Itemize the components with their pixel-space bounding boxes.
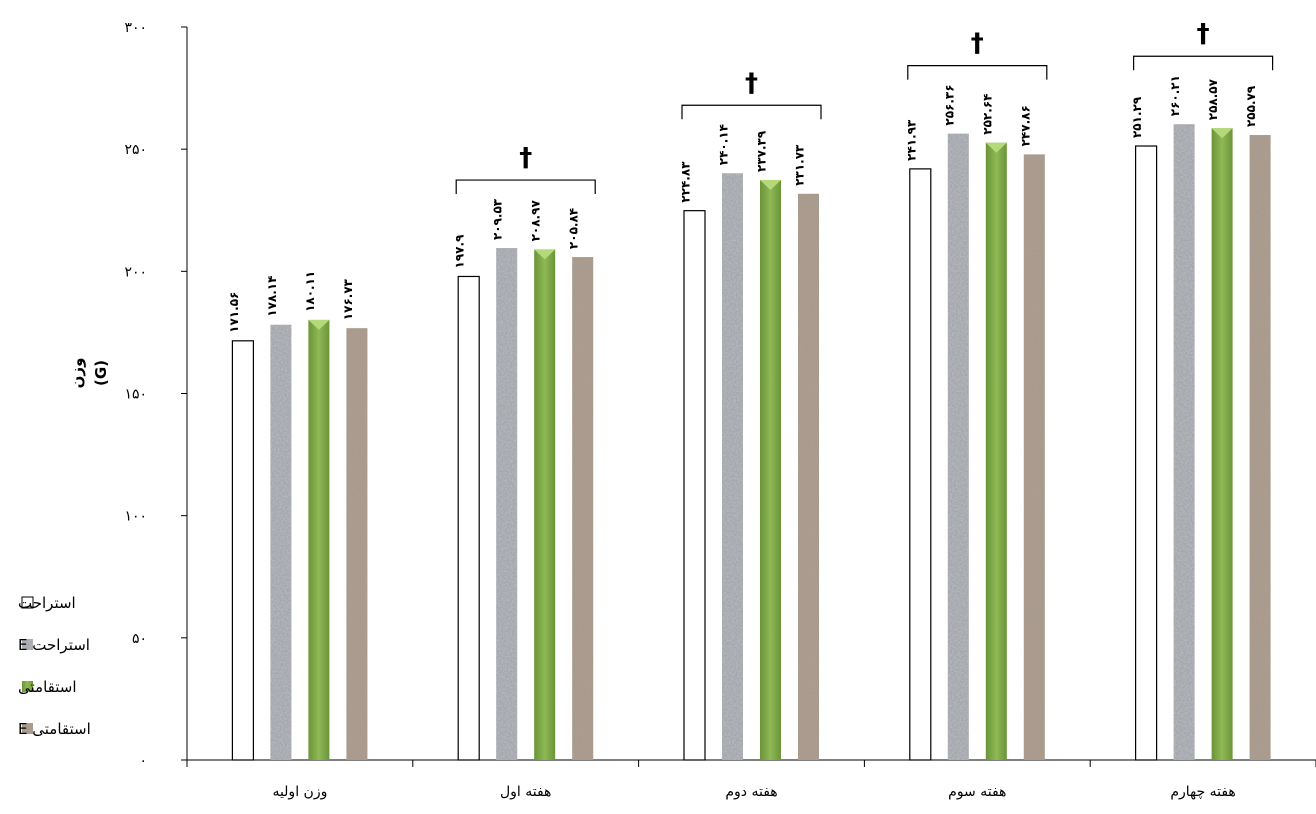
bar-bevel bbox=[1211, 128, 1233, 139]
significance-marker: † bbox=[745, 68, 758, 98]
data-label: ۲۴۰.۱۴ bbox=[717, 124, 731, 165]
x-tick-label: هفته سوم bbox=[948, 784, 1006, 800]
bar bbox=[1173, 124, 1195, 761]
y-tick-label: ۲۰۰ bbox=[124, 264, 147, 280]
legend-swatch bbox=[22, 723, 33, 734]
x-tick-label: هفته اول bbox=[500, 784, 551, 800]
data-label: ۲۲۴.۸۳ bbox=[679, 161, 693, 203]
bar bbox=[909, 168, 932, 761]
bar bbox=[346, 328, 368, 760]
significance-brackets: † † † † bbox=[455, 19, 1274, 195]
data-label: ۱۷۱.۵۶ bbox=[227, 292, 241, 333]
y-tick-label: ۳۰۰ bbox=[124, 20, 147, 36]
data-label: ۲۵۸.۵۷ bbox=[1206, 78, 1220, 120]
bar bbox=[572, 257, 594, 760]
significance-bracket bbox=[907, 65, 1048, 80]
bar bbox=[270, 324, 292, 760]
bars bbox=[231, 124, 1271, 761]
bar bbox=[534, 249, 556, 760]
data-label: ۲۳۱.۷۳ bbox=[793, 144, 807, 186]
data-label: ۲۴۱.۹۳ bbox=[904, 119, 918, 161]
data-label: ۲۰۵.۸۴ bbox=[567, 208, 581, 249]
data-label: ۲۵۵.۷۹ bbox=[1244, 85, 1258, 127]
bar bbox=[457, 275, 480, 761]
data-label: ۲۵۶.۳۶ bbox=[942, 84, 956, 125]
significance-bracket bbox=[455, 179, 596, 195]
data-label: ۲۶۰.۲۱ bbox=[1168, 75, 1182, 116]
significance-marker: † bbox=[1197, 19, 1210, 49]
y-axis-label: وزن bbox=[68, 358, 86, 389]
bar bbox=[1249, 135, 1271, 760]
data-label: ۱۷۶.۷۳ bbox=[341, 278, 355, 320]
y-tick-label: ۲۵۰ bbox=[124, 142, 147, 158]
bar-bevel bbox=[308, 319, 330, 330]
bar bbox=[798, 193, 819, 760]
x-axis: وزن اولیه هفته اول هفته دوم هفته سوم هفته چه… bbox=[186, 759, 1316, 800]
legend-label: استقامتی bbox=[18, 678, 76, 696]
bar-bevel bbox=[985, 142, 1007, 153]
bar bbox=[496, 248, 518, 760]
y-axis-unit: (G) bbox=[92, 360, 110, 386]
bar bbox=[947, 133, 969, 760]
bar bbox=[231, 340, 254, 761]
data-label: ۲۴۷.۸۶ bbox=[1018, 105, 1032, 146]
data-label: ۱۹۷.۹ bbox=[453, 234, 467, 269]
legend-label: استقامتی E bbox=[18, 720, 91, 738]
x-tick-label: وزن اولیه bbox=[272, 784, 327, 800]
data-label: ۲۵۱.۲۹ bbox=[1130, 96, 1144, 138]
data-label: ۲۳۷.۳۹ bbox=[755, 130, 769, 172]
legend-swatch bbox=[22, 639, 33, 650]
data-label: ۲۰۹.۵۳ bbox=[491, 198, 505, 240]
significance-marker: † bbox=[971, 29, 984, 59]
y-axis: ۰ ۵۰ ۱۰۰ ۱۵۰ ۲۰۰ ۲۵۰ ۳۰۰ bbox=[124, 20, 188, 769]
data-label: ۱۷۸.۱۴ bbox=[265, 276, 279, 317]
y-tick-label: ۱۰۰ bbox=[124, 509, 147, 525]
y-tick-label: ۰ bbox=[139, 753, 147, 769]
x-tick-label: هفته چهارم bbox=[1170, 784, 1235, 800]
bar bbox=[1023, 154, 1045, 761]
data-label: ۱۸۰.۱۱ bbox=[303, 271, 317, 312]
significance-bracket bbox=[681, 104, 822, 120]
legend-swatch bbox=[21, 596, 34, 609]
legend-label: استراحت bbox=[18, 594, 76, 612]
bar bbox=[1211, 128, 1233, 760]
legend-label: استراحت E bbox=[18, 636, 90, 654]
data-label: ۲۵۲.۶۴ bbox=[980, 94, 994, 135]
significance-marker: † bbox=[519, 143, 532, 173]
legend-swatch bbox=[22, 681, 33, 692]
bar bbox=[760, 179, 781, 760]
bar bbox=[683, 210, 706, 761]
y-tick-label: ۱۵۰ bbox=[124, 387, 147, 403]
bar bbox=[985, 142, 1007, 761]
legend: استراحت استراحت E استقامتی استقامتی E bbox=[18, 594, 91, 738]
bar-bevel bbox=[760, 179, 781, 190]
x-tick-label: هفته دوم bbox=[725, 784, 777, 800]
bar-bevel bbox=[534, 249, 556, 260]
significance-bracket bbox=[1133, 55, 1274, 71]
bar bbox=[308, 319, 330, 760]
y-tick-label: ۵۰ bbox=[132, 631, 147, 647]
data-label: ۲۰۸.۹۷ bbox=[529, 200, 543, 242]
bar bbox=[1134, 145, 1158, 761]
bar bbox=[722, 173, 743, 760]
data-labels: ۱۷۱.۵۶ ۱۷۸.۱۴ ۱۸۰.۱۱ ۱۷۶.۷۳ ۱۹۷.۹ ۲۰۹.۵۳ ۲۰۸.۹… bbox=[227, 75, 1258, 333]
